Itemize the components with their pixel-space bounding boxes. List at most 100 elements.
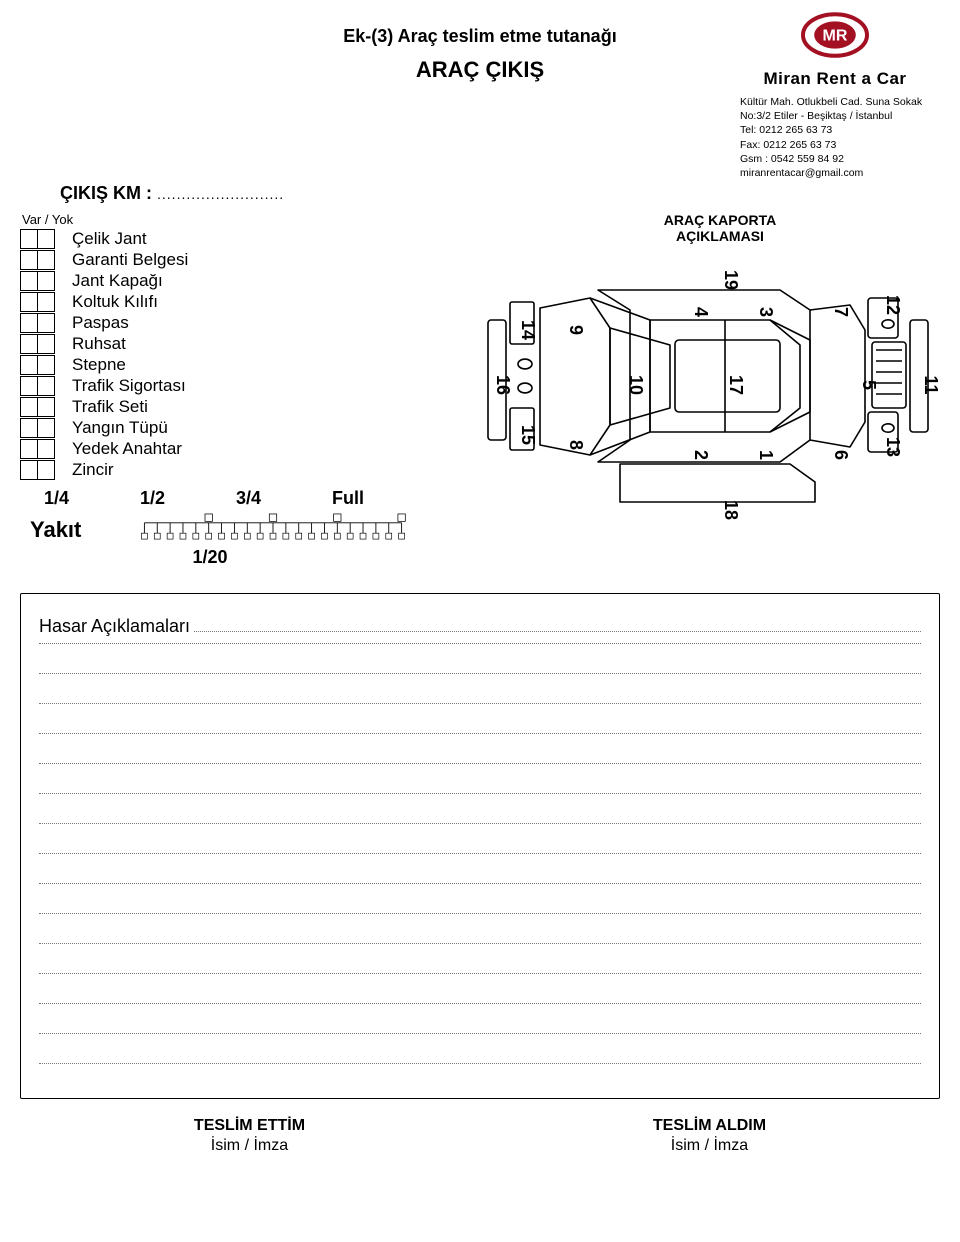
addr-line: Tel: 0212 265 63 73 xyxy=(740,123,930,137)
checkbox-yok[interactable] xyxy=(37,250,55,270)
checkbox-yok[interactable] xyxy=(37,460,55,480)
damage-line xyxy=(39,854,921,884)
checkbox-yok[interactable] xyxy=(37,229,55,249)
damage-line xyxy=(39,914,921,944)
addr-line: miranrentacar@gmail.com xyxy=(740,166,930,180)
checkbox-yok[interactable] xyxy=(37,313,55,333)
damage-line xyxy=(39,974,921,1004)
checklist-label: Stepne xyxy=(72,355,126,375)
checklist-row: Paspas xyxy=(20,313,470,333)
checklist-row: Stepne xyxy=(20,355,470,375)
signature-row: TESLİM ETTİM İsim / İmza TESLİM ALDIM İs… xyxy=(20,1117,940,1155)
checklist-label: Trafik Seti xyxy=(72,397,148,417)
checkbox-var[interactable] xyxy=(20,397,38,417)
checklist-label: Garanti Belgesi xyxy=(72,250,188,270)
svg-text:6: 6 xyxy=(831,450,851,460)
signature-right: TESLİM ALDIM İsim / İmza xyxy=(653,1117,766,1155)
sig-right-title: TESLİM ALDIM xyxy=(653,1117,766,1135)
checkbox-var[interactable] xyxy=(20,355,38,375)
svg-text:2: 2 xyxy=(691,450,711,460)
svg-text:11: 11 xyxy=(921,375,940,394)
checklist-label: Trafik Sigortası xyxy=(72,376,186,396)
svg-text:17: 17 xyxy=(726,375,746,395)
checkbox-yok[interactable] xyxy=(37,397,55,417)
svg-text:5: 5 xyxy=(859,380,879,390)
checkbox-yok[interactable] xyxy=(37,355,55,375)
checklist-label: Paspas xyxy=(72,313,129,333)
damage-line xyxy=(39,764,921,794)
checkbox-var[interactable] xyxy=(20,271,38,291)
checklist-label: Ruhsat xyxy=(72,334,126,354)
damage-line xyxy=(39,644,921,674)
checkbox-yok[interactable] xyxy=(37,271,55,291)
checkbox-var[interactable] xyxy=(20,418,38,438)
svg-text:16: 16 xyxy=(493,375,513,395)
checklist-header: Var / Yok xyxy=(22,212,470,227)
checkbox-var[interactable] xyxy=(20,334,38,354)
company-address: Kültür Mah. Otlukbeli Cad. Suna Sokak No… xyxy=(740,95,930,180)
km-field: ÇIKIŞ KM : .......................... xyxy=(60,183,940,204)
fuel-mark: 1/2 xyxy=(140,488,165,509)
km-dots: .......................... xyxy=(157,186,284,202)
fuel-gauge-icon xyxy=(93,511,453,545)
checklist-row: Garanti Belgesi xyxy=(20,250,470,270)
checklist-label: Koltuk Kılıfı xyxy=(72,292,158,312)
svg-text:14: 14 xyxy=(518,320,538,340)
fuel-sub: 1/20 xyxy=(30,547,390,568)
svg-text:7: 7 xyxy=(831,307,851,317)
damage-line xyxy=(39,884,921,914)
fuel-label: Yakıt xyxy=(30,517,81,543)
checklist-label: Çelik Jant xyxy=(72,229,147,249)
company-block: MR Miran Rent a Car Kültür Mah. Otlukbel… xyxy=(740,10,930,180)
checklist-row: Çelik Jant xyxy=(20,229,470,249)
checkbox-yok[interactable] xyxy=(37,292,55,312)
damage-line xyxy=(39,824,921,854)
damage-line xyxy=(39,1004,921,1034)
addr-line: No:3/2 Etiler - Beşiktaş / İstanbul xyxy=(740,109,930,123)
car-diagram-icon: 16141598104219173176512131118 xyxy=(470,250,940,530)
checkbox-var[interactable] xyxy=(20,313,38,333)
svg-text:1: 1 xyxy=(756,450,776,460)
checklist-label: Zincir xyxy=(72,460,114,480)
svg-text:15: 15 xyxy=(518,425,538,445)
checklist-label: Yangın Tüpü xyxy=(72,418,168,438)
checkbox-var[interactable] xyxy=(20,460,38,480)
checkbox-var[interactable] xyxy=(20,229,38,249)
checklist-row: Yedek Anahtar xyxy=(20,439,470,459)
damage-section: Hasar Açıklamaları xyxy=(20,593,940,1099)
checklist-row: Koltuk Kılıfı xyxy=(20,292,470,312)
checkbox-yok[interactable] xyxy=(37,439,55,459)
svg-text:MR: MR xyxy=(823,28,848,45)
damage-line xyxy=(39,674,921,704)
damage-line xyxy=(39,734,921,764)
checkbox-var[interactable] xyxy=(20,439,38,459)
km-label: ÇIKIŞ KM : xyxy=(60,183,152,203)
damage-line xyxy=(39,794,921,824)
checklist: Çelik JantGaranti BelgesiJant KapağıKolt… xyxy=(20,229,470,480)
sig-left-sub: İsim / İmza xyxy=(194,1137,305,1155)
checkbox-var[interactable] xyxy=(20,292,38,312)
sig-right-sub: İsim / İmza xyxy=(653,1137,766,1155)
damage-line xyxy=(39,1034,921,1064)
signature-left: TESLİM ETTİM İsim / İmza xyxy=(194,1117,305,1155)
damage-line xyxy=(39,944,921,974)
svg-text:3: 3 xyxy=(756,307,776,317)
diagram-title: ARAÇ KAPORTA AÇIKLAMASI xyxy=(530,212,910,244)
svg-text:13: 13 xyxy=(883,437,903,457)
svg-text:9: 9 xyxy=(566,325,586,335)
fuel-mark: 1/4 xyxy=(44,488,69,509)
company-logo-icon: MR xyxy=(795,10,875,60)
checkbox-yok[interactable] xyxy=(37,334,55,354)
company-brand: Miran Rent a Car xyxy=(740,69,930,89)
checkbox-yok[interactable] xyxy=(37,376,55,396)
checklist-row: Trafik Sigortası xyxy=(20,376,470,396)
checklist-row: Ruhsat xyxy=(20,334,470,354)
addr-line: Kültür Mah. Otlukbeli Cad. Suna Sokak xyxy=(740,95,930,109)
checkbox-var[interactable] xyxy=(20,376,38,396)
svg-text:12: 12 xyxy=(883,295,903,315)
damage-title: Hasar Açıklamaları xyxy=(39,616,190,637)
fuel-mark: Full xyxy=(332,488,364,509)
svg-text:19: 19 xyxy=(721,270,741,290)
checkbox-yok[interactable] xyxy=(37,418,55,438)
checkbox-var[interactable] xyxy=(20,250,38,270)
